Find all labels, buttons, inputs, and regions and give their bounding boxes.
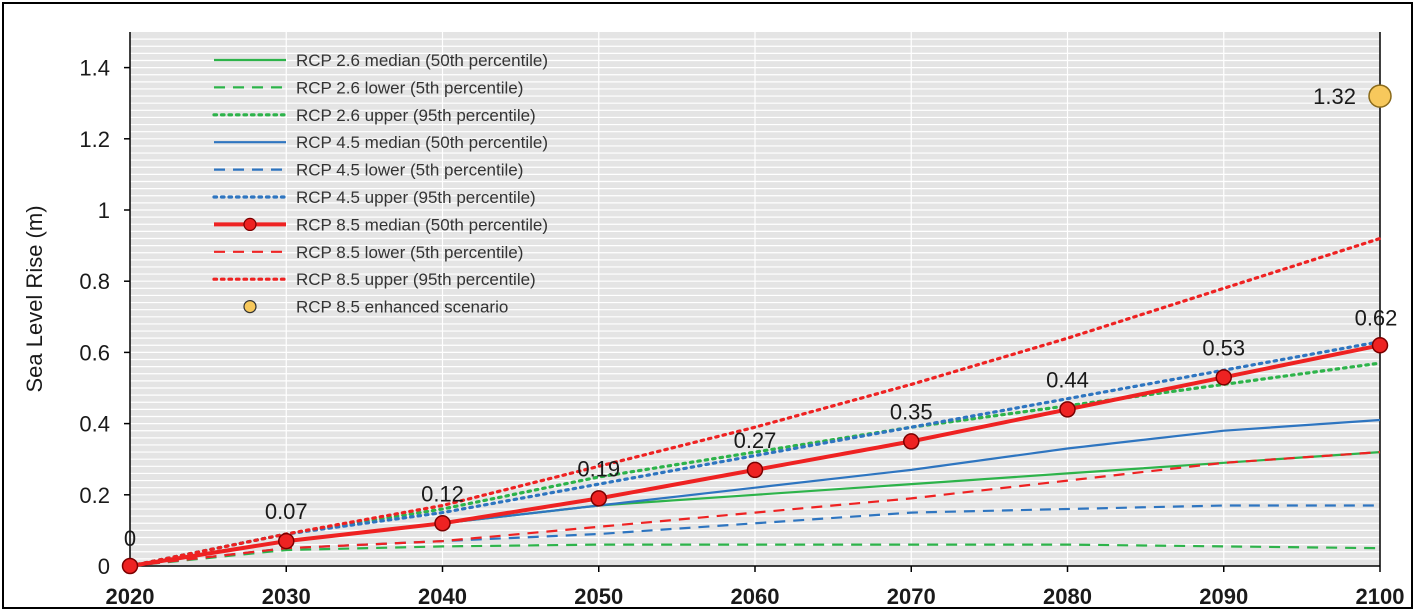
y-tick-label: 0 (98, 554, 110, 579)
series-markers (121, 84, 1392, 575)
legend-swatch-marker (243, 217, 257, 231)
legend-label: RCP 8.5 median (50th percentile) (296, 215, 548, 234)
legend-label: RCP 8.5 lower (5th percentile) (296, 243, 523, 262)
series-line-5 (128, 340, 1382, 568)
enhanced-scenario-point (1368, 84, 1392, 108)
legend-swatch (243, 300, 257, 314)
data-label: 0.62 (1355, 305, 1398, 330)
y-tick-label: 1.4 (79, 56, 110, 81)
x-tick-label: 2020 (106, 584, 155, 609)
x-tick-label: 2070 (887, 584, 936, 609)
y-tick-label: 0.4 (79, 412, 110, 437)
y-tick-label: 0.2 (79, 483, 110, 508)
x-tick-label: 2080 (1043, 584, 1092, 609)
y-tick-label: 0.8 (79, 269, 110, 294)
x-tick-label: 2060 (731, 584, 780, 609)
legend-label: RCP 2.6 median (50th percentile) (296, 51, 548, 70)
y-axis-label: Sea Level Rise (m) (22, 205, 47, 392)
legend-label: RCP 2.6 upper (95th percentile) (296, 106, 536, 125)
data-label: 0 (124, 526, 136, 551)
y-tick-label: 1.2 (79, 127, 110, 152)
data-label: 0.07 (265, 499, 308, 524)
x-tick-label: 2100 (1356, 584, 1405, 609)
y-tick-label: 1 (98, 198, 110, 223)
x-tick-label: 2090 (1199, 584, 1248, 609)
data-labels: 0 0.07 0.12 0.19 0.27 0.35 0.44 0.53 0.62 1.32 (124, 84, 1398, 551)
data-label: 0.19 (577, 456, 620, 481)
y-tick-label: 0.6 (79, 340, 110, 365)
median-point-marker (1059, 401, 1076, 418)
data-label: 0.44 (1046, 367, 1089, 392)
legend-label: RCP 4.5 lower (5th percentile) (296, 161, 523, 180)
median-point-marker (1215, 369, 1232, 386)
median-point-marker (590, 490, 607, 507)
series-line-1 (129, 543, 1381, 568)
series-line-7 (129, 451, 1381, 568)
median-point-marker (746, 461, 764, 479)
median-point-marker (121, 557, 139, 575)
series-line-8 (128, 236, 1382, 568)
legend: RCP 2.6 median (50th percentile) RCP 2.6 … (212, 51, 548, 317)
legend-label: RCP 2.6 lower (5th percentile) (296, 78, 523, 97)
axes: 0 0.2 0.4 0.6 0.8 1 1.2 1.4 2020 2030 2040 2050 2060… (79, 32, 1404, 609)
data-label: 0.35 (890, 399, 933, 424)
x-tick-label: 2050 (574, 584, 623, 609)
legend-label: RCP 8.5 upper (95th percentile) (296, 270, 536, 289)
median-point-marker (278, 532, 295, 550)
x-tick-label: 2040 (418, 584, 467, 609)
data-label: 1.32 (1313, 84, 1356, 109)
data-label: 0.12 (421, 481, 464, 506)
median-point-marker (1371, 337, 1389, 354)
legend-label: RCP 4.5 median (50th percentile) (296, 133, 548, 152)
x-tick-label: 2030 (262, 584, 311, 609)
median-point-marker (903, 433, 920, 450)
legend-label: RCP 8.5 enhanced scenario (296, 298, 508, 317)
data-label: 0.53 (1202, 335, 1245, 360)
data-label: 0.27 (734, 428, 777, 453)
median-point-marker (434, 515, 451, 532)
legend-label: RCP 4.5 upper (95th percentile) (296, 188, 536, 207)
